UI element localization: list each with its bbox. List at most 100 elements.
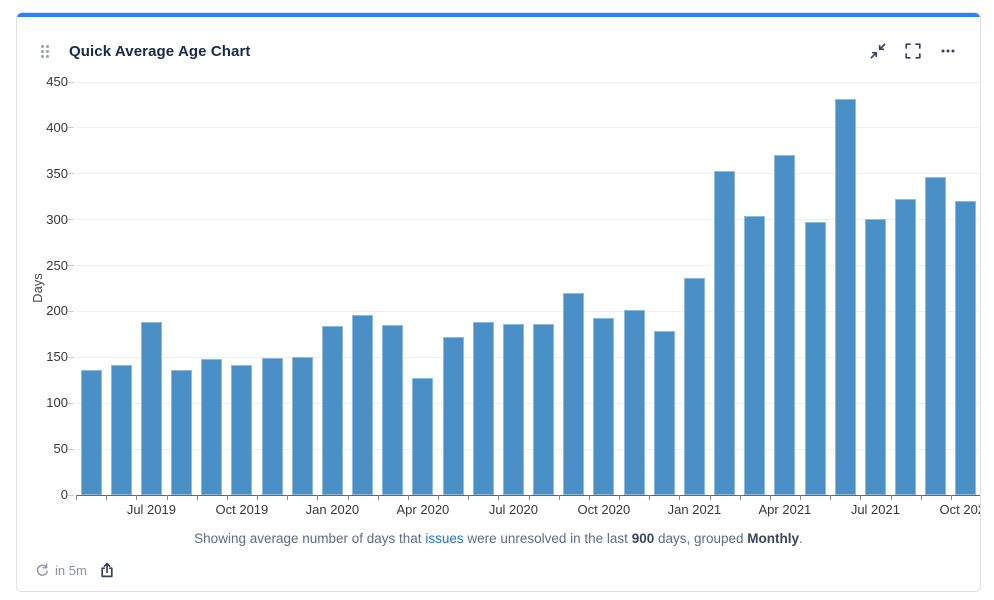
y-tick-label: 300 [46,211,68,227]
gadget-card: Quick Average Age Chart Days 0 50 100 150 20… [16,12,981,592]
x-axis-tick [498,495,500,500]
caption-text: Showing average number of days that [194,531,426,546]
bar[interactable] [502,324,524,495]
drag-handle-icon[interactable] [41,44,49,58]
x-axis-tick [890,495,892,500]
y-tick-label: 350 [46,165,68,181]
bar[interactable] [533,324,555,495]
fullscreen-icon[interactable] [905,43,921,59]
x-axis-tick [76,495,77,500]
bar[interactable] [261,358,283,495]
bar[interactable] [864,218,886,495]
x-tick-label: Apr 2021 [758,502,812,517]
bar[interactable] [201,359,223,495]
y-tick-label: 150 [46,349,68,365]
x-tick-label: Oct 2021 [939,502,980,517]
x-axis-tick [468,495,470,500]
bar[interactable] [774,154,796,495]
refresh-button[interactable]: in 5m [35,563,87,578]
x-tick-label: Jul 2021 [850,502,900,517]
caption-text: days, grouped [654,531,748,546]
grid-line [76,219,980,221]
bar[interactable] [110,364,132,495]
x-tick-label: Oct 2019 [215,502,269,517]
bar[interactable] [382,325,404,495]
gadget-title: Quick Average Age Chart [69,42,251,60]
share-icon[interactable] [99,562,115,578]
bar[interactable] [834,98,856,495]
x-axis-tick [739,495,741,500]
gadget-accent-bar [17,13,980,17]
y-tick-label: 250 [46,257,68,273]
caption-text: were unresolved in the last [463,531,632,546]
plot-area: Jul 2019 Oct 2019 Jan 2020 Apr 2020 Jul 2020… [68,81,980,517]
x-axis-tick [317,495,319,500]
bar[interactable] [171,370,193,495]
x-axis-tick [769,495,771,500]
gadget-header: Quick Average Age Chart [41,39,956,63]
x-axis-tick [377,495,379,500]
x-axis-tick [347,495,349,500]
y-tick-mark [68,127,74,129]
y-tick-mark [68,448,74,450]
x-axis-tick [106,495,108,500]
issues-link[interactable]: issues [425,531,464,546]
x-tick-label: Jan 2021 [667,502,722,517]
x-tick-label: Jan 2020 [305,502,360,517]
bar[interactable] [683,278,705,495]
y-tick-mark [68,219,74,221]
x-axis-tick [287,495,289,500]
x-axis-tick [136,495,138,500]
y-tick-mark [68,402,74,404]
bar[interactable] [321,326,343,495]
bar[interactable] [744,216,766,495]
caption-days-value: 900 [631,531,655,546]
bar[interactable] [352,315,374,495]
collapse-icon[interactable] [870,43,886,59]
bar[interactable] [291,357,313,495]
caption-text: . [799,531,803,546]
bar[interactable] [412,378,434,495]
x-axis-tick [588,495,590,500]
chart-caption: Showing average number of days that issu… [17,531,980,546]
bar[interactable] [714,171,736,495]
x-tick-label: Apr 2020 [396,502,450,517]
x-axis-tick [619,495,620,500]
bar[interactable] [623,309,645,495]
bar[interactable] [140,321,162,495]
bar[interactable] [442,337,464,495]
bar[interactable] [895,199,917,495]
bar[interactable] [80,370,102,495]
x-axis-tick [709,495,711,500]
bar[interactable] [593,317,615,495]
bar[interactable] [955,201,977,495]
y-tick-mark [68,173,74,175]
y-tick-label: 400 [46,119,68,135]
x-axis-tick [800,495,801,500]
y-axis-labels: 0 50 100 150 200 250 300 350 400 450 [17,74,68,502]
y-tick-mark [68,356,74,358]
y-tick-label: 50 [53,441,68,457]
bar[interactable] [231,364,253,495]
bar[interactable] [653,330,675,495]
y-tick-label: 0 [60,487,68,502]
gadget-status-bar: in 5m [35,559,115,581]
x-axis-tick [226,495,228,500]
bar[interactable] [804,222,826,495]
bar[interactable] [563,293,585,495]
y-tick-label: 100 [46,395,68,411]
x-axis-tick [679,495,681,500]
x-axis-tick [830,495,832,500]
x-axis-tick [438,495,439,500]
x-tick-label: Jul 2020 [488,502,538,517]
bar[interactable] [472,322,494,495]
more-options-icon[interactable] [940,43,956,59]
y-tick-label: 450 [46,74,68,89]
x-axis-tick [407,495,409,500]
x-axis-tick [920,495,922,500]
caption-group-value: Monthly [747,531,800,546]
bar[interactable] [925,177,947,495]
grid-line [76,402,980,404]
x-axis-tick [257,495,258,500]
x-axis-tick [950,495,952,500]
